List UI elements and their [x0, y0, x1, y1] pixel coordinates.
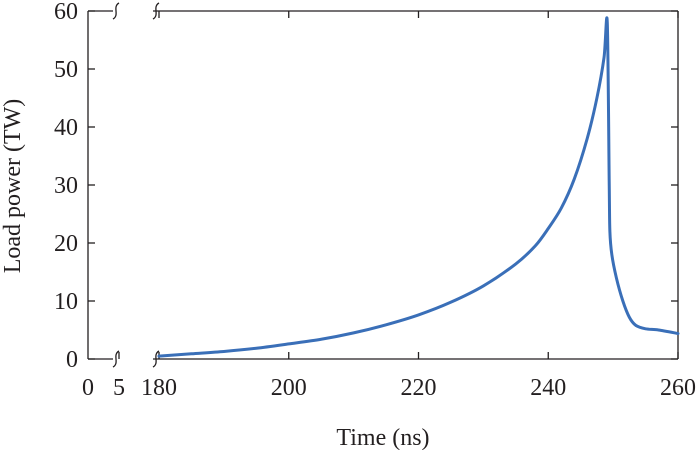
x-tick-label: 220	[401, 375, 437, 401]
y-tick-label: 60	[54, 0, 78, 25]
y-tick-label: 30	[54, 173, 78, 199]
x-tick-label: 200	[271, 375, 307, 401]
y-tick-label: 10	[54, 289, 78, 315]
x-tick-label: 180	[141, 375, 177, 401]
x-break-tick-label: 5	[113, 375, 125, 401]
load-power-series-line	[157, 16, 680, 358]
x-tick-label: 260	[660, 375, 696, 401]
y-tick-label: 0	[66, 347, 78, 373]
y-tick-label: 50	[54, 57, 78, 83]
x-axis-label: Time (ns)	[336, 425, 429, 450]
top-axis-break-mark-2	[152, 2, 160, 20]
bottom-axis-break-mark-1	[112, 350, 120, 368]
y-tick-label: 20	[54, 231, 78, 257]
y-tick-label: 40	[54, 115, 78, 141]
x-break-tick-label: 0	[82, 375, 94, 401]
bottom-axis-break-mark-2	[152, 350, 160, 368]
top-axis-break-mark-1	[112, 2, 120, 20]
x-tick-label: 240	[530, 375, 566, 401]
y-axis-label: Load power (TW)	[0, 99, 26, 274]
